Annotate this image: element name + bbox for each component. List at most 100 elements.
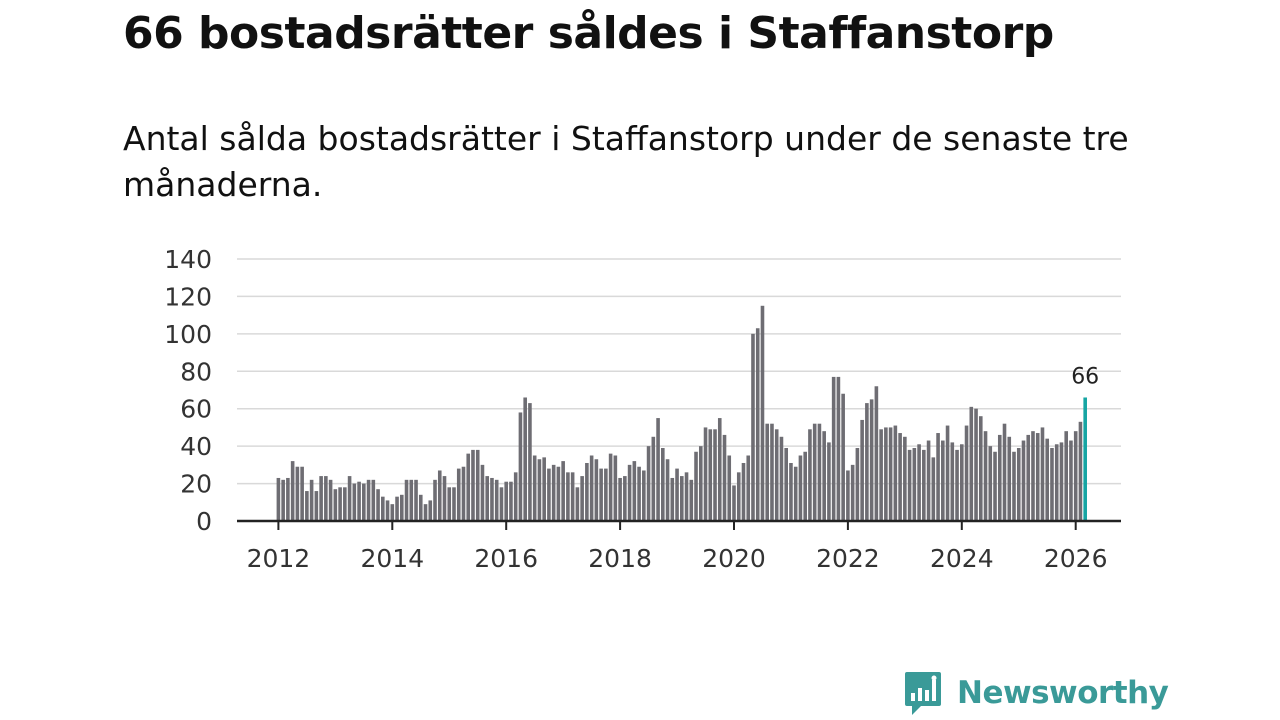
- x-tick-label: 2026: [1044, 544, 1108, 573]
- newsworthy-logo: Newsworthy: [903, 670, 1169, 716]
- bar: [1040, 427, 1045, 521]
- bar: [898, 433, 902, 521]
- bar: [656, 418, 660, 521]
- bar: [618, 477, 622, 521]
- last-value-label: 66: [1071, 364, 1099, 389]
- bar: [812, 423, 817, 521]
- bar: [499, 487, 504, 521]
- x-tick-label: 2022: [816, 544, 880, 573]
- bar: [941, 440, 945, 521]
- bar: [585, 462, 589, 521]
- bar: [732, 485, 736, 521]
- bar: [494, 479, 499, 521]
- bar: [599, 468, 603, 521]
- bar: [955, 449, 959, 521]
- bar: [532, 455, 537, 521]
- y-tick-label: 80: [180, 357, 212, 386]
- bar: [580, 476, 584, 521]
- bar: [528, 403, 532, 521]
- bar: [760, 305, 765, 521]
- bar: [912, 448, 917, 521]
- bar: [575, 487, 580, 521]
- bar: [822, 431, 826, 521]
- bar: [352, 483, 357, 521]
- bar: [698, 446, 703, 521]
- bar: [884, 427, 888, 521]
- bar: [276, 477, 281, 521]
- y-tick-label: 60: [180, 395, 212, 424]
- bar: [461, 466, 466, 521]
- bar: [1016, 448, 1021, 521]
- bar: [755, 328, 760, 521]
- bar: [637, 466, 641, 521]
- bar: [376, 489, 380, 521]
- bar: [371, 479, 376, 521]
- bar: [324, 476, 328, 521]
- bar: [362, 483, 366, 521]
- bar: [418, 494, 423, 521]
- bar: [613, 455, 618, 521]
- bar: [1031, 431, 1035, 521]
- bar: [997, 434, 1002, 521]
- bar: [328, 479, 333, 521]
- bar: [437, 470, 442, 521]
- bar: [808, 429, 812, 521]
- bar: [784, 448, 788, 521]
- bar: [746, 455, 751, 521]
- bar: [850, 464, 855, 521]
- bar: [399, 494, 404, 521]
- bar: [846, 470, 850, 521]
- y-tick-label: 100: [164, 320, 212, 349]
- bars: [276, 305, 1087, 521]
- bar: [423, 504, 428, 521]
- bar: [542, 457, 546, 521]
- bar: [366, 479, 371, 521]
- bar: [751, 333, 755, 521]
- bar: [390, 504, 395, 521]
- y-tick-label: 0: [196, 507, 212, 536]
- bar: [855, 448, 860, 521]
- newsworthy-logo-icon: [905, 672, 941, 715]
- bar: [770, 423, 774, 521]
- bar: [869, 399, 874, 521]
- x-tick-label: 2018: [588, 544, 652, 573]
- bar: [931, 457, 936, 521]
- bar: [798, 455, 803, 521]
- bar: [722, 434, 727, 521]
- x-tick-label: 2024: [930, 544, 994, 573]
- bar: [950, 442, 955, 521]
- bar: [713, 429, 717, 521]
- bar: [556, 466, 561, 521]
- bar: [741, 462, 746, 521]
- bar: [888, 427, 893, 521]
- bar: [281, 479, 285, 521]
- bar: [836, 376, 841, 521]
- bar: [694, 451, 698, 521]
- bar: [319, 476, 323, 521]
- bar: [551, 464, 556, 521]
- bar: [480, 464, 485, 521]
- bar: [879, 429, 883, 521]
- chart-subtitle: Antal sålda bostadsrätter i Staffanstorp…: [123, 119, 1129, 204]
- x-tick-label: 2014: [360, 544, 424, 573]
- bar: [570, 472, 575, 521]
- brand-name: Newsworthy: [957, 675, 1169, 711]
- bar: [409, 479, 414, 521]
- y-tick-label: 120: [164, 282, 212, 311]
- bar: [286, 477, 290, 521]
- bar: [300, 466, 304, 521]
- bar: [290, 461, 295, 521]
- bar: [978, 416, 983, 521]
- bar: [594, 459, 599, 521]
- bar: [736, 472, 741, 521]
- bar: [456, 468, 461, 521]
- bar: [589, 455, 594, 521]
- bar: [793, 466, 798, 521]
- bar: [893, 425, 898, 521]
- bar: [665, 459, 670, 521]
- bar: [1078, 421, 1083, 521]
- bar: [689, 479, 694, 521]
- bar: [1064, 431, 1069, 521]
- bar: [1021, 440, 1026, 521]
- bar: [547, 468, 551, 521]
